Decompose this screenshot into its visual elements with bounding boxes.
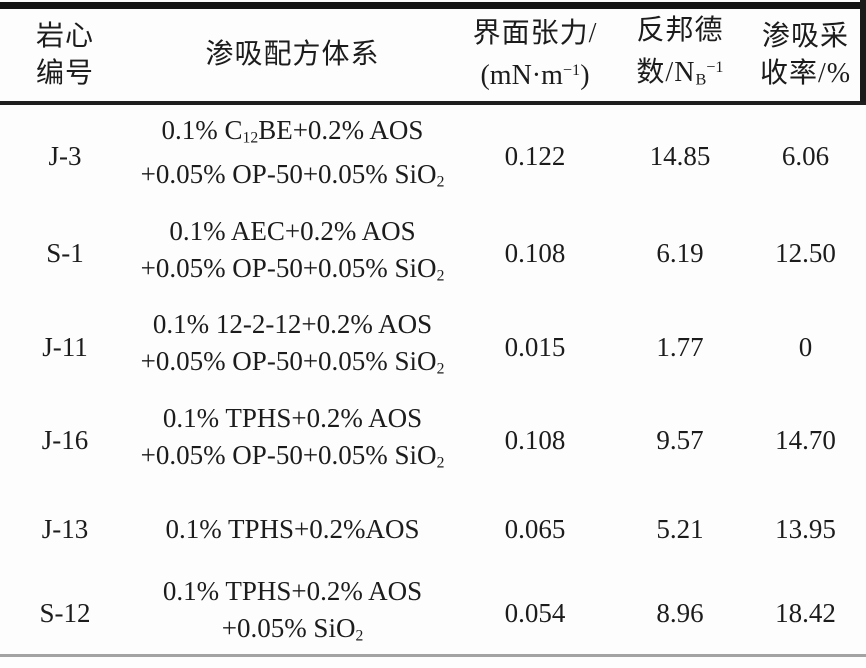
header-core-id: 岩心 编号: [0, 6, 130, 103]
recovery-cell: 18.42: [775, 597, 836, 628]
table-row: S-12 0.1% TPHS+0.2% AOS +0.05% SiO2 0.05…: [0, 573, 866, 656]
bond-number-cell: 8.96: [656, 597, 704, 628]
formula-cell: 0.1% 12-2-12+0.2% AOS +0.05% OP-50+0.05%…: [130, 300, 455, 395]
core-id-cell: J-3: [48, 140, 82, 171]
formula-line: +0.05% OP-50+0.05% SiO2: [140, 346, 445, 378]
bond-number-cell: 14.85: [649, 140, 711, 171]
formula-line: +0.05% SiO2: [221, 612, 364, 644]
formula-line: +0.05% OP-50+0.05% SiO2: [140, 439, 445, 472]
recovery-cell: 13.95: [775, 514, 836, 544]
table-row: J-13 0.1% TPHS+0.2%AOS 0.065 5.21 13.95: [0, 487, 866, 573]
formula-line: +0.05% OP-50+0.05% SiO2: [140, 252, 445, 285]
ift-cell: 0.108: [504, 238, 566, 268]
core-id-cell: J-16: [41, 425, 89, 455]
table-row: J-11 0.1% 12-2-12+0.2% AOS +0.05% OP-50+…: [0, 300, 866, 395]
header-ift: 界面张力/ (mN·m−1): [455, 6, 615, 103]
formula-cell: 0.1% C12BE+0.2% AOS +0.05% OP-50+0.05% S…: [130, 103, 455, 208]
formula-line: 0.1% AEC+0.2% AOS: [169, 215, 416, 246]
recovery-cell: 14.70: [775, 425, 836, 455]
core-id-cell: J-11: [42, 331, 88, 362]
ift-cell: 0.054: [504, 597, 566, 628]
bond-number-cell: 5.21: [656, 514, 704, 544]
header-core-id-line1: 岩心: [35, 20, 94, 52]
header-recovery: 渗吸采 收率/%: [745, 6, 866, 103]
formula-line: 0.1% C12BE+0.2% AOS: [161, 114, 424, 146]
formula-cell: 0.1% TPHS+0.2% AOS +0.05% SiO2: [130, 573, 455, 656]
formula-line: +0.05% OP-50+0.05% SiO2: [140, 159, 445, 191]
ift-cell: 0.015: [504, 331, 566, 362]
table-row: J-3 0.1% C12BE+0.2% AOS +0.05% OP-50+0.0…: [0, 103, 866, 208]
recovery-cell: 6.06: [781, 140, 830, 171]
header-bond-line2: 数/NB−1: [636, 56, 724, 88]
table-row: J-16 0.1% TPHS+0.2% AOS +0.05% OP-50+0.0…: [0, 395, 866, 487]
recovery-cell: 12.50: [775, 238, 836, 268]
header-row: 岩心 编号 渗吸配方体系 界面张力/ (mN·m−1) 反邦德 数/NB−1 渗…: [0, 6, 866, 103]
scan-artifact: [860, 0, 866, 102]
header-bond-number: 反邦德 数/NB−1: [615, 6, 745, 103]
header-recovery-line2: 收率/%: [759, 57, 852, 89]
bond-number-cell: 1.77: [656, 331, 704, 362]
bond-number-cell: 9.57: [656, 425, 704, 455]
core-id-cell: S-12: [39, 597, 91, 628]
header-recovery-line1: 渗吸采: [761, 20, 849, 52]
core-id-cell: S-1: [46, 238, 84, 268]
formula-line: 0.1% TPHS+0.2% AOS: [162, 402, 423, 433]
formula-line: 0.1% TPHS+0.2% AOS: [162, 575, 423, 606]
core-id-cell: J-13: [41, 514, 89, 544]
header-bond-line1: 反邦德: [636, 14, 724, 46]
header-ift-line2: (mN·m−1): [480, 60, 590, 92]
header-ift-line1: 界面张力/: [472, 18, 598, 50]
formula-line: 0.1% 12-2-12+0.2% AOS: [152, 309, 433, 340]
header-core-id-line2: 编号: [35, 57, 94, 89]
table-row: S-1 0.1% AEC+0.2% AOS +0.05% OP-50+0.05%…: [0, 208, 866, 300]
ift-cell: 0.122: [504, 140, 566, 171]
ift-cell: 0.065: [504, 514, 566, 544]
formula-line: 0.1% TPHS+0.2%AOS: [165, 514, 420, 544]
bond-number-cell: 6.19: [656, 238, 704, 268]
ift-cell: 0.108: [504, 425, 566, 455]
header-formula: 渗吸配方体系: [205, 39, 380, 71]
formula-cell: 0.1% TPHS+0.2%AOS: [130, 487, 455, 573]
recovery-cell: 0: [798, 331, 813, 362]
formula-cell: 0.1% AEC+0.2% AOS +0.05% OP-50+0.05% SiO…: [130, 208, 455, 300]
formula-cell: 0.1% TPHS+0.2% AOS +0.05% OP-50+0.05% Si…: [130, 395, 455, 487]
